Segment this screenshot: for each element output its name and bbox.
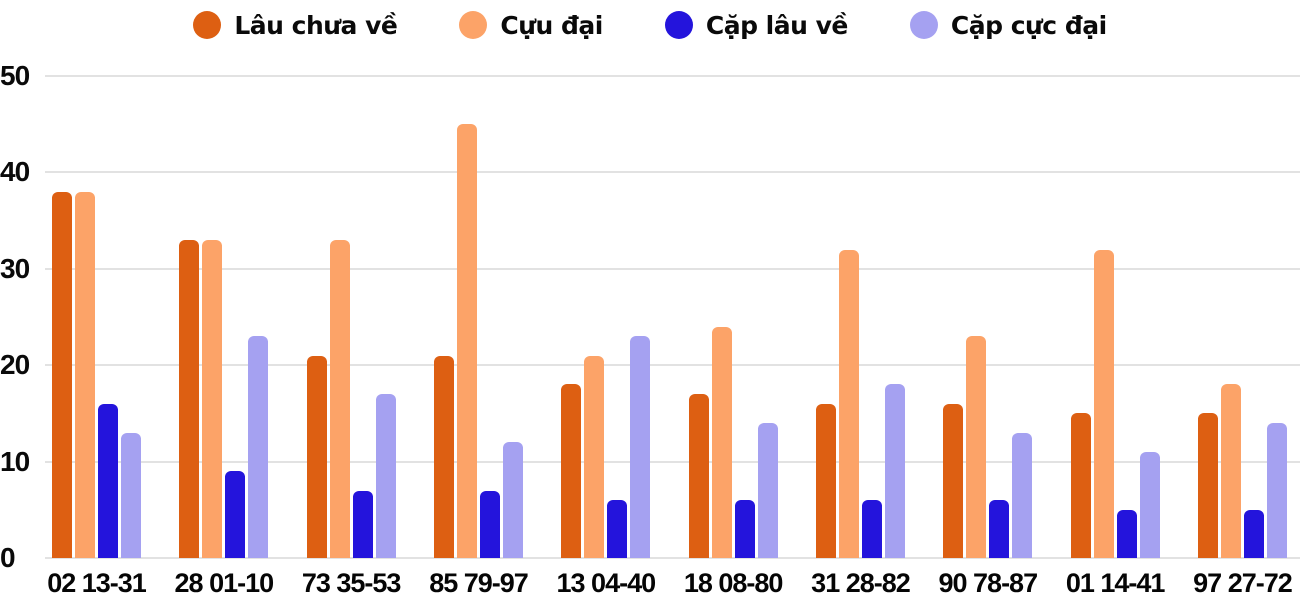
x-axis-label-7: 31 28-82 [811,568,911,598]
y-axis-tick-0: 0 [0,542,16,573]
bar-series3-group1 [98,403,118,558]
gridline-0 [45,557,1300,559]
bar-groups: 02 13-31 28 01-10 73 35-53 85 79-97 13 04-40… [45,76,1300,598]
bar-group-4: 85 79-97 [429,76,529,598]
bar-group-3: 73 35-53 [302,76,401,598]
bar-series2-group2 [202,239,223,558]
bar-series3-group10 [1243,509,1264,558]
legend-item-4[interactable]: Cặp cực đại [909,10,1107,40]
bar-series4-group5 [630,336,651,558]
bar-series3-group6 [734,500,755,558]
bar-series4-group4 [502,442,523,558]
gridline-50 [45,75,1300,77]
legend-item-1[interactable]: Lâu chưa về [193,10,398,40]
y-axis-tick-20: 20 [0,349,30,381]
bar-series3-group3 [352,490,373,558]
bar-series3-group2 [225,471,246,558]
bar-series2-group5 [584,355,605,558]
legend-dot-icon [193,11,222,39]
bar-series2-group7 [838,249,859,558]
x-axis-label-2: 28 01-10 [174,568,275,598]
bar-series1-group9 [1070,413,1091,558]
bar-series3-group5 [607,500,628,558]
bar-series3-group4 [479,490,500,558]
bar-group-5: 13 04-40 [557,76,656,598]
bar-series1-group10 [1197,413,1218,558]
bar-series4-group3 [375,394,396,558]
bar-series4-group2 [248,336,269,558]
bar-series4-group6 [757,423,778,558]
legend-label: Cựu đại [500,10,603,40]
bar-series3-group7 [861,500,882,558]
bar-group-6: 18 08-80 [684,76,783,598]
x-axis-label-6: 18 08-80 [683,568,784,598]
legend-item-3[interactable]: Cặp lâu về [664,10,849,40]
bar-series2-group4 [456,124,477,558]
bar-series2-group8 [966,336,987,558]
legend-label: Cặp lâu về [705,10,849,40]
legend-item-2[interactable]: Cựu đại [459,10,603,40]
x-axis-label-5: 13 04-40 [556,568,657,598]
y-axis-tick-40: 40 [0,156,30,188]
gridline-10 [45,460,1300,463]
x-axis-label-4: 85 79-97 [429,568,529,598]
bar-group-2: 28 01-10 [175,76,274,598]
bar-series1-group2 [179,239,200,558]
bar-series2-group1 [75,191,95,558]
bar-series1-group3 [306,355,327,558]
bar-series1-group4 [433,355,454,558]
chart-legend: Lâu chưa về Cựu đại Cặp lâu về Cặp cực đại [0,6,1300,44]
bar-series4-group1 [121,432,141,558]
bar-series4-group8 [1012,432,1033,558]
bar-series4-group10 [1266,423,1287,558]
bar-series1-group8 [943,403,964,558]
plot-area: 0 10 20 30 40 50 02 13-31 28 01-10 73 35-53 85 7… [0,62,1300,598]
bar-series2-group6 [711,326,732,558]
bar-series3-group8 [989,500,1010,558]
gridline-20 [45,364,1300,367]
bar-series1-group5 [561,384,582,558]
bar-group-1: 02 13-31 [47,76,147,598]
bar-series2-group9 [1093,249,1114,558]
bar-group-8: 90 78-87 [939,76,1038,598]
legend-dot-icon [664,11,693,39]
x-axis-label-3: 73 35-53 [301,568,402,598]
gridline-30 [45,267,1300,270]
bar-series4-group7 [884,384,905,558]
bar-series2-group3 [329,239,350,558]
bar-series4-group9 [1139,451,1160,558]
y-axis-tick-10: 10 [0,445,30,477]
y-axis-tick-30: 30 [0,252,30,284]
x-axis-label-8: 90 78-87 [938,568,1039,598]
gridline-40 [45,171,1300,174]
bar-series1-group6 [688,394,709,558]
x-axis-label-10: 97 27-72 [1193,568,1293,598]
bar-series1-group1 [52,191,72,558]
x-axis-label-1: 02 13-31 [47,568,147,598]
y-axis-tick-50: 50 [0,60,30,91]
bar-group-10: 97 27-72 [1193,76,1293,598]
legend-label: Cặp cực đại [950,10,1107,40]
bar-series3-group9 [1116,509,1137,558]
legend-label: Lâu chưa về [234,10,398,40]
legend-dot-icon [909,11,938,39]
bar-group-9: 01 14-41 [1066,76,1165,598]
bar-series1-group7 [815,403,836,558]
bar-series2-group10 [1220,384,1241,558]
legend-dot-icon [459,11,488,39]
bar-group-7: 31 28-82 [811,76,911,598]
x-axis-label-9: 01 14-41 [1065,568,1166,598]
